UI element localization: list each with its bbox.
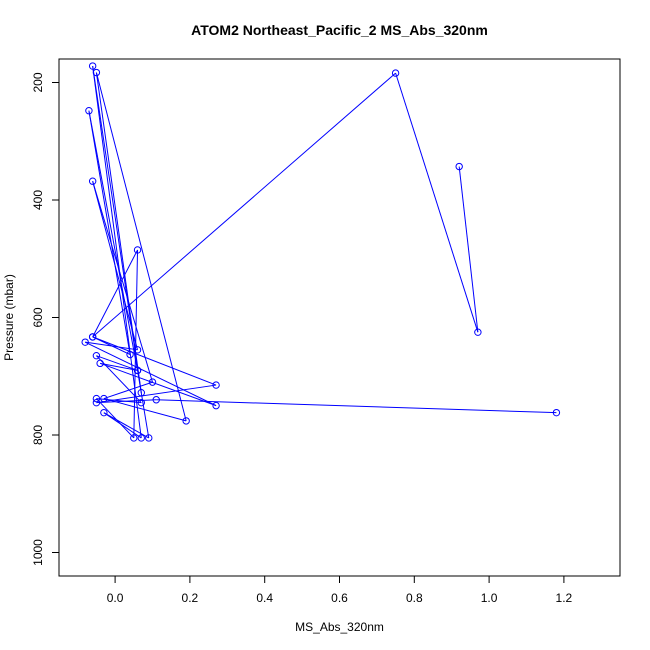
data-point <box>92 394 101 403</box>
series-segment <box>84 341 217 407</box>
series-segment <box>103 412 150 439</box>
data-point <box>88 177 97 185</box>
data-point <box>212 401 220 410</box>
data-point <box>145 434 153 442</box>
data-point <box>137 389 145 397</box>
series-segment <box>458 166 479 333</box>
data-point <box>474 328 482 336</box>
series-segment <box>133 249 139 438</box>
data-point <box>130 434 138 442</box>
series-segment <box>96 384 217 404</box>
chart-title: ATOM2 Northeast_Pacific_2 MS_Abs_320nm <box>191 22 488 38</box>
series-segment <box>96 355 138 371</box>
data-point <box>92 351 101 360</box>
data-point <box>137 398 145 407</box>
series-segment <box>88 110 139 371</box>
data-point <box>148 378 157 386</box>
series-segment <box>137 370 150 439</box>
x-tick-label: 0.8 <box>406 591 423 605</box>
y-tick-label: 1000 <box>31 539 45 566</box>
y-axis: 200 400 600 800 1000 <box>31 72 60 566</box>
data-point <box>455 162 463 171</box>
x-tick-label: 1.2 <box>556 591 573 605</box>
series-segment <box>85 341 138 351</box>
y-tick-label: 200 <box>31 72 45 92</box>
data-point <box>182 417 190 425</box>
series-segment <box>92 249 138 338</box>
data-point <box>88 333 97 341</box>
series-segment <box>395 72 479 333</box>
data-point <box>137 434 145 442</box>
x-tick-label: 0.0 <box>107 591 124 605</box>
data-point <box>96 359 104 368</box>
data-point <box>552 408 561 417</box>
data-point <box>100 408 108 417</box>
x-tick-label: 0.6 <box>331 591 348 605</box>
data-point <box>152 396 160 404</box>
series-segment <box>96 355 142 404</box>
data-point <box>100 394 108 403</box>
data-point <box>85 107 93 115</box>
data-point <box>133 346 142 354</box>
series-points <box>81 62 561 442</box>
series-segment <box>88 110 131 355</box>
data-point <box>391 69 400 77</box>
plot-area <box>81 62 561 442</box>
data-point <box>92 68 101 77</box>
data-point <box>81 338 89 346</box>
data-point <box>133 246 142 254</box>
data-point <box>92 398 101 407</box>
series-segment <box>103 381 153 400</box>
series-segment <box>92 336 217 386</box>
series-segment <box>103 412 142 439</box>
series-segment <box>92 72 396 338</box>
x-axis-label: MS_Abs_320nm <box>295 620 384 634</box>
series-segment <box>99 362 217 407</box>
y-tick-label: 800 <box>31 425 45 445</box>
y-tick-label: 600 <box>31 307 45 327</box>
series-segment <box>95 72 187 422</box>
data-point <box>126 350 134 359</box>
series-segment <box>92 65 142 393</box>
x-tick-label: 0.2 <box>182 591 199 605</box>
x-tick-label: 0.4 <box>256 591 273 605</box>
series-segment <box>103 398 187 422</box>
series-segment <box>96 398 135 439</box>
series-segment <box>96 398 142 404</box>
series-segment <box>92 65 142 439</box>
series-segment <box>156 399 557 414</box>
data-point <box>88 62 97 70</box>
series-lines <box>84 65 557 439</box>
y-tick-label: 400 <box>31 190 45 210</box>
y-axis-label: Pressure (mbar) <box>2 274 16 361</box>
series-segment <box>100 362 138 371</box>
plot-frame <box>58 58 621 577</box>
x-axis: 0.0 0.2 0.4 0.6 0.8 1.0 1.2 <box>107 575 573 605</box>
series-segment <box>92 181 153 383</box>
data-point <box>212 381 220 389</box>
data-point <box>133 366 142 375</box>
series-segment <box>92 181 139 350</box>
x-tick-label: 1.0 <box>481 591 498 605</box>
